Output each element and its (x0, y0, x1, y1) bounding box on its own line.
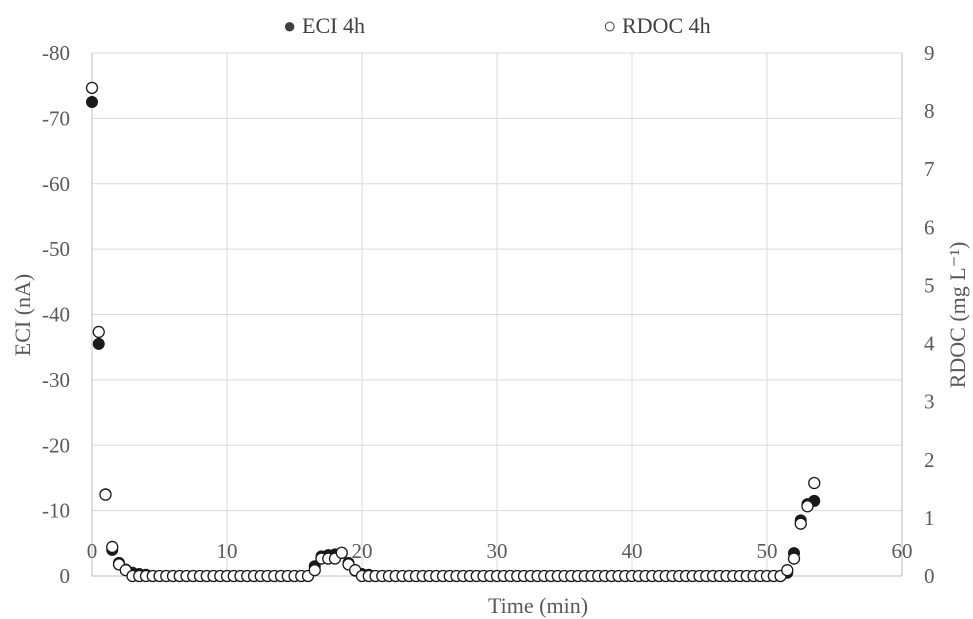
series-rdoc (85, 81, 821, 583)
y-left-tick-label: -50 (42, 237, 70, 261)
y-left-tick-label: -60 (42, 172, 70, 196)
rdoc-point (308, 564, 321, 577)
y-right-tick-label: 5 (924, 273, 935, 297)
legend-label-eci: ECI 4h (302, 13, 365, 38)
y-left-tick-label: -20 (42, 433, 70, 457)
x-tick-label: 20 (352, 539, 373, 563)
y-right-tick-label: 8 (924, 99, 935, 123)
y-right-tick-label: 1 (924, 506, 935, 530)
y-right-tick-label: 7 (924, 157, 935, 181)
eci-point (86, 96, 98, 109)
legend: ● ECI 4h ○ RDOC 4h (283, 13, 711, 38)
eci-point (92, 337, 105, 350)
y-axis-title-left: ECI (nA) (10, 274, 35, 356)
y-left-tick-label: -10 (42, 499, 70, 523)
y-right-tick-label: 3 (924, 390, 935, 414)
y-left-tick-label: -30 (42, 368, 70, 392)
tick-labels: 0 10 20 30 40 50 60 0 -10 -20 -30 -40 -50 -60 -70 -80 0 1… (42, 41, 935, 588)
y-right-tick-label: 2 (924, 448, 935, 472)
x-tick-label: 60 (892, 539, 913, 563)
x-axis-title: Time (min) (488, 593, 588, 618)
y-right-tick-label: 4 (924, 332, 935, 356)
legend-marker-rdoc: ○ (603, 13, 616, 38)
legend-entry-eci: ● ECI 4h (283, 13, 365, 38)
rdoc-point (99, 488, 112, 501)
y-right-tick-label: 6 (924, 215, 935, 239)
x-tick-label: 30 (487, 539, 508, 563)
y-right-tick-label: 0 (924, 564, 935, 588)
legend-entry-rdoc: ○ RDOC 4h (603, 13, 711, 38)
rdoc-point (801, 500, 814, 513)
rdoc-point (787, 552, 801, 565)
series-eci (86, 96, 821, 582)
rdoc-point (335, 546, 348, 559)
x-tick-label: 0 (87, 539, 98, 563)
rdoc-point (781, 564, 794, 577)
x-tick-label: 50 (757, 539, 778, 563)
y-left-tick-label: 0 (60, 564, 71, 588)
legend-marker-eci: ● (283, 13, 296, 38)
legend-label-rdoc: RDOC 4h (622, 13, 711, 38)
x-tick-label: 40 (622, 539, 643, 563)
grid (92, 52, 903, 576)
rdoc-point (794, 517, 807, 530)
rdoc-point (106, 540, 119, 554)
y-left-tick-label: -80 (42, 41, 70, 65)
rdoc-point (85, 81, 99, 95)
series (85, 81, 821, 583)
y-axis-title-right: RDOC (mg L⁻¹) (945, 242, 970, 389)
rdoc-point (92, 325, 105, 339)
y-right-tick-label: 9 (924, 41, 935, 65)
y-left-tick-label: -70 (42, 106, 70, 130)
rdoc-point (808, 476, 821, 490)
y-left-tick-label: -40 (42, 303, 70, 327)
x-tick-label: 10 (217, 539, 238, 563)
